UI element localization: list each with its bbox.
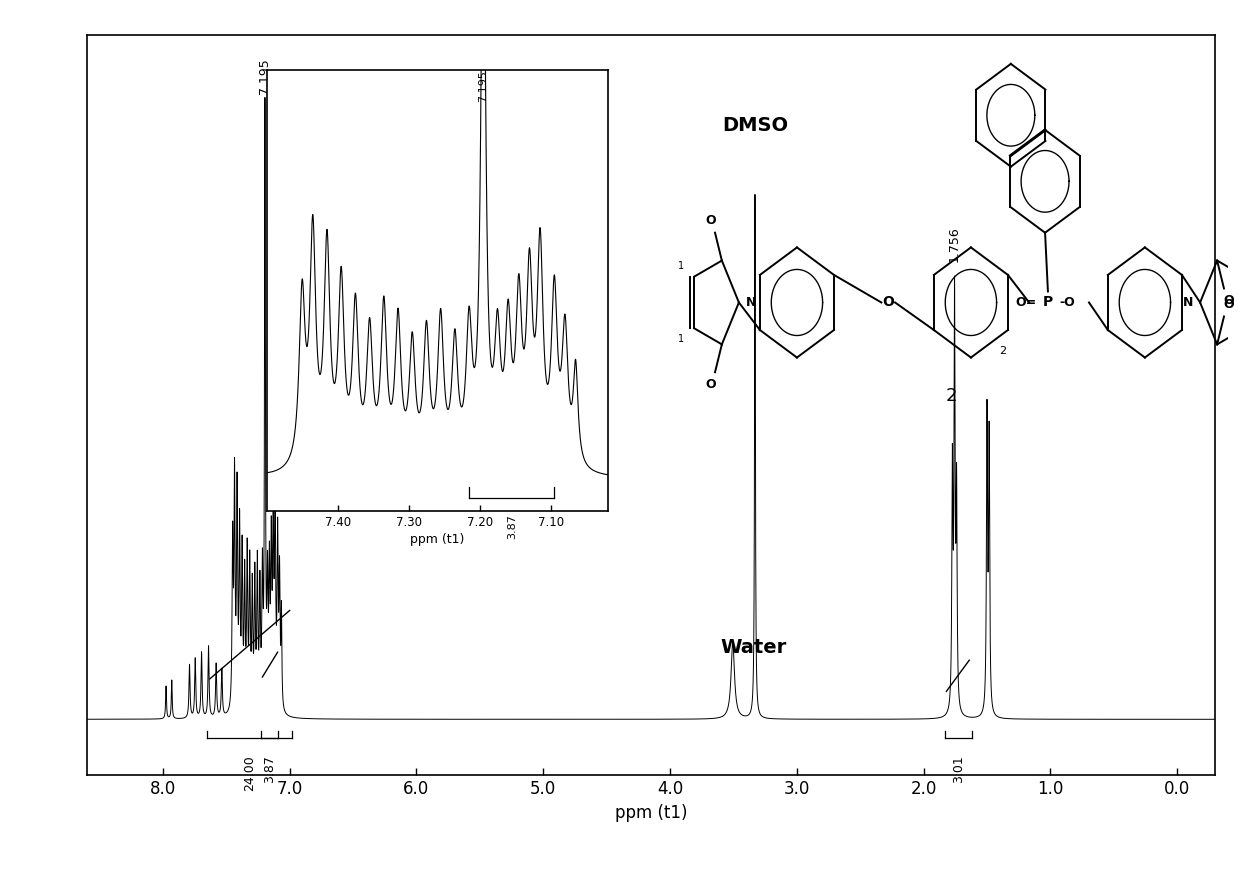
Text: O: O bbox=[1223, 298, 1234, 311]
Text: 7.195: 7.195 bbox=[258, 58, 272, 94]
Text: O: O bbox=[883, 295, 894, 309]
Text: 1: 1 bbox=[678, 334, 684, 344]
Text: 3.87: 3.87 bbox=[507, 515, 517, 539]
Text: Water: Water bbox=[720, 638, 787, 657]
Text: 3.87: 3.87 bbox=[263, 755, 277, 783]
Text: -O: -O bbox=[1059, 296, 1075, 309]
X-axis label: ppm (t1): ppm (t1) bbox=[615, 803, 687, 822]
Text: O=: O= bbox=[1016, 296, 1037, 309]
Text: 2: 2 bbox=[945, 387, 956, 405]
Text: DMSO: DMSO bbox=[722, 115, 789, 135]
Text: 24.00: 24.00 bbox=[243, 755, 257, 791]
Text: P: P bbox=[1043, 295, 1053, 309]
Text: 7.195: 7.195 bbox=[479, 70, 489, 102]
Text: N: N bbox=[745, 296, 756, 309]
Text: O: O bbox=[1223, 294, 1234, 307]
Text: N: N bbox=[1183, 296, 1193, 309]
Text: 2: 2 bbox=[998, 346, 1006, 356]
X-axis label: ppm (t1): ppm (t1) bbox=[410, 533, 464, 546]
Text: 1: 1 bbox=[272, 175, 283, 194]
Text: 1: 1 bbox=[678, 261, 684, 270]
Text: 3.01: 3.01 bbox=[952, 755, 965, 783]
Text: 1.756: 1.756 bbox=[949, 226, 961, 263]
Text: O: O bbox=[706, 378, 715, 391]
Text: O: O bbox=[706, 214, 715, 226]
